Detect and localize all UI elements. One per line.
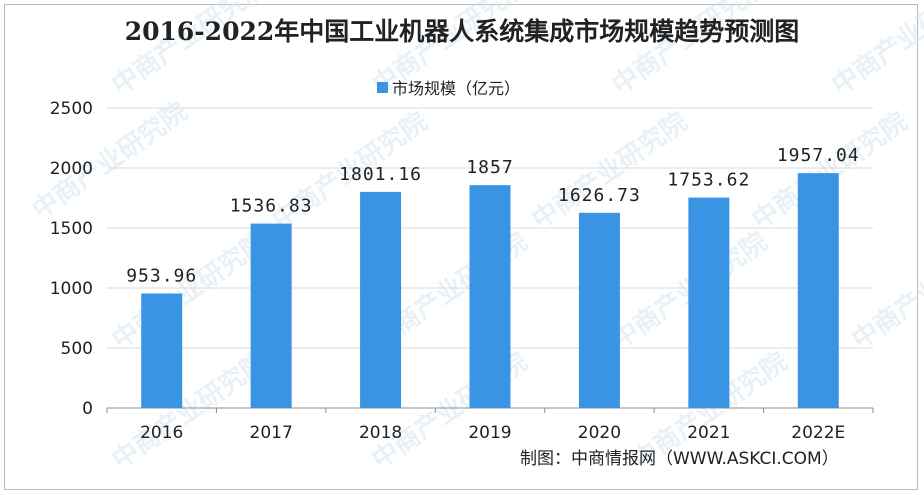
data-label: 953.96 bbox=[126, 266, 197, 287]
chart-title: 2016-2022年中国工业机器人系统集成市场规模趋势预测图 bbox=[124, 17, 800, 46]
data-label: 1536.83 bbox=[230, 196, 313, 217]
data-label: 1957.04 bbox=[777, 145, 860, 166]
chart-frame bbox=[4, 4, 918, 490]
x-tick-label: 2016 bbox=[140, 423, 183, 443]
y-tick-label: 2500 bbox=[50, 99, 93, 119]
bar bbox=[250, 223, 292, 408]
x-tick-label: 2022E bbox=[791, 423, 845, 443]
x-tick-label: 2018 bbox=[359, 423, 402, 443]
y-tick-label: 0 bbox=[82, 399, 93, 419]
y-tick-label: 2000 bbox=[50, 159, 93, 179]
bar bbox=[688, 197, 730, 408]
bar bbox=[578, 212, 620, 408]
bar bbox=[797, 173, 839, 408]
chart-legend: 市场规模（亿元） bbox=[377, 75, 520, 99]
bar bbox=[360, 191, 402, 408]
y-tick-label: 1000 bbox=[50, 279, 93, 299]
x-tick-label: 2020 bbox=[578, 423, 621, 443]
legend-label: 市场规模（亿元） bbox=[392, 79, 521, 98]
y-tick-label: 500 bbox=[61, 339, 93, 359]
bar bbox=[141, 293, 183, 408]
legend-swatch bbox=[377, 81, 388, 93]
data-label: 1857 bbox=[466, 157, 513, 178]
y-tick-label: 1500 bbox=[50, 219, 93, 239]
source-credit: 制图：中商情报网（WWW.ASKCI.COM） bbox=[520, 449, 839, 469]
data-label: 1626.73 bbox=[558, 185, 641, 206]
bar bbox=[469, 185, 511, 408]
x-tick-label: 2017 bbox=[250, 423, 293, 443]
x-tick-label: 2019 bbox=[468, 423, 511, 443]
data-label: 1801.16 bbox=[339, 164, 422, 185]
x-tick-label: 2021 bbox=[687, 423, 730, 443]
data-label: 1753.62 bbox=[667, 170, 750, 191]
